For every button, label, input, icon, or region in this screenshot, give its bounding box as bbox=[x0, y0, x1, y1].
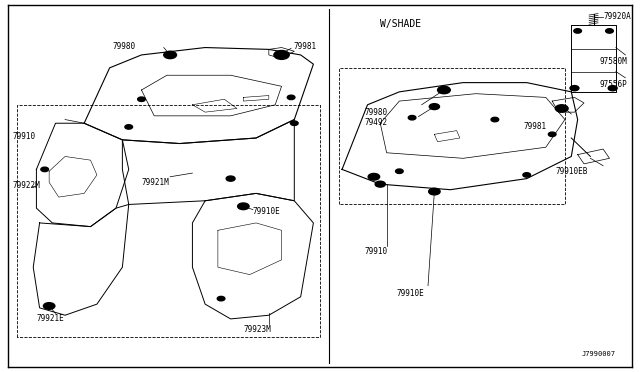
Text: 79923M: 79923M bbox=[243, 326, 271, 334]
Circle shape bbox=[408, 115, 416, 120]
Text: 79981: 79981 bbox=[524, 122, 547, 131]
Circle shape bbox=[396, 169, 403, 173]
Circle shape bbox=[556, 105, 568, 112]
Text: W/SHADE: W/SHADE bbox=[380, 19, 421, 29]
Text: 79910E: 79910E bbox=[396, 289, 424, 298]
Circle shape bbox=[44, 303, 55, 310]
Circle shape bbox=[138, 97, 145, 102]
Circle shape bbox=[605, 29, 613, 33]
Text: 79922M: 79922M bbox=[13, 182, 40, 190]
Text: 97580M: 97580M bbox=[600, 57, 628, 66]
Text: 79920A: 79920A bbox=[603, 12, 631, 22]
Circle shape bbox=[226, 176, 235, 181]
Text: 79910E: 79910E bbox=[253, 207, 281, 217]
Text: 79980: 79980 bbox=[113, 42, 136, 51]
Circle shape bbox=[429, 188, 440, 195]
Text: 79921E: 79921E bbox=[36, 314, 64, 323]
Circle shape bbox=[438, 86, 451, 94]
Circle shape bbox=[548, 132, 556, 137]
Circle shape bbox=[164, 51, 177, 59]
Circle shape bbox=[523, 173, 531, 177]
Text: 79910: 79910 bbox=[13, 132, 36, 141]
Text: 79910EB: 79910EB bbox=[556, 167, 588, 176]
Circle shape bbox=[608, 86, 617, 91]
Circle shape bbox=[368, 173, 380, 180]
Text: 79981: 79981 bbox=[293, 42, 316, 51]
Circle shape bbox=[429, 104, 440, 110]
Circle shape bbox=[125, 125, 132, 129]
Circle shape bbox=[574, 29, 582, 33]
Text: 79921M: 79921M bbox=[141, 178, 169, 187]
Circle shape bbox=[274, 51, 289, 60]
Circle shape bbox=[491, 117, 499, 122]
Circle shape bbox=[570, 86, 579, 91]
Text: 79910: 79910 bbox=[364, 247, 387, 256]
Circle shape bbox=[217, 296, 225, 301]
Circle shape bbox=[375, 181, 385, 187]
Text: 79492: 79492 bbox=[364, 118, 387, 127]
Circle shape bbox=[291, 121, 298, 125]
Text: 97556P: 97556P bbox=[600, 80, 628, 89]
Circle shape bbox=[41, 167, 49, 171]
Text: 79980: 79980 bbox=[364, 108, 387, 117]
Circle shape bbox=[237, 203, 249, 210]
Circle shape bbox=[287, 95, 295, 100]
Text: J7990007: J7990007 bbox=[582, 350, 616, 357]
